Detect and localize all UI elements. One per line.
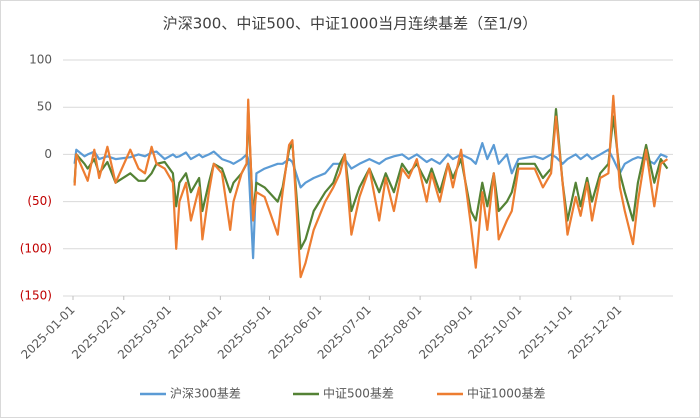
data-line: [73, 106, 669, 250]
y-tick-label: (50): [27, 194, 52, 208]
chart-title: 沪深300、中证500、中证1000当月连续基差（至1/9）: [163, 15, 538, 33]
legend-label: 中证1000基差: [467, 386, 546, 401]
y-tick-label: 100: [29, 53, 52, 67]
data-line: [73, 142, 668, 260]
y-tick-label: 0: [44, 147, 52, 161]
data-line: [73, 94, 669, 279]
legend-label: 中证500基差: [323, 386, 394, 401]
y-tick-label: (150): [20, 289, 52, 303]
y-tick-label: (100): [20, 241, 52, 255]
y-tick-label: 50: [37, 100, 52, 114]
legend-label: 沪深300基差: [170, 387, 241, 401]
